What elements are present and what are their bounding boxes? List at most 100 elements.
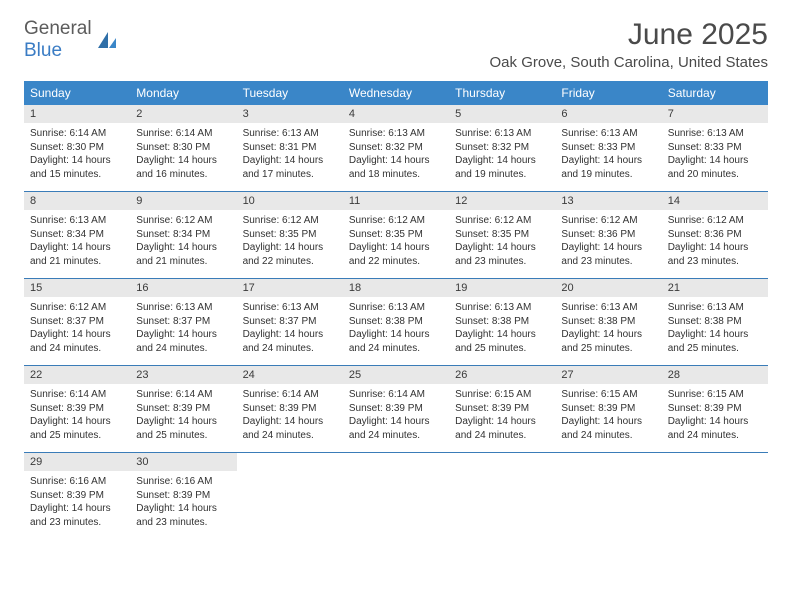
day-body: Sunrise: 6:13 AMSunset: 8:37 PMDaylight:… — [130, 297, 236, 365]
day-number: 18 — [343, 279, 449, 297]
sunset-line: Sunset: 8:39 PM — [668, 402, 762, 416]
calendar: SundayMondayTuesdayWednesdayThursdayFrid… — [24, 81, 768, 539]
day-cell — [555, 453, 661, 539]
sunset-line: Sunset: 8:35 PM — [349, 228, 443, 242]
day-body: Sunrise: 6:13 AMSunset: 8:38 PMDaylight:… — [662, 297, 768, 365]
month-title: June 2025 — [490, 18, 768, 52]
day-cell: 20Sunrise: 6:13 AMSunset: 8:38 PMDayligh… — [555, 279, 661, 365]
sunrise-line: Sunrise: 6:15 AM — [455, 388, 549, 402]
week-row: 29Sunrise: 6:16 AMSunset: 8:39 PMDayligh… — [24, 453, 768, 539]
sunrise-line: Sunrise: 6:14 AM — [30, 388, 124, 402]
day-cell: 18Sunrise: 6:13 AMSunset: 8:38 PMDayligh… — [343, 279, 449, 365]
weekday-header: Thursday — [449, 81, 555, 105]
day-number: 15 — [24, 279, 130, 297]
sunrise-line: Sunrise: 6:12 AM — [561, 214, 655, 228]
daylight-line: Daylight: 14 hours and 24 minutes. — [243, 328, 337, 355]
daylight-line: Daylight: 14 hours and 25 minutes. — [30, 415, 124, 442]
daylight-line: Daylight: 14 hours and 24 minutes. — [30, 328, 124, 355]
day-body: Sunrise: 6:14 AMSunset: 8:39 PMDaylight:… — [343, 384, 449, 452]
daylight-line: Daylight: 14 hours and 22 minutes. — [243, 241, 337, 268]
day-cell: 19Sunrise: 6:13 AMSunset: 8:38 PMDayligh… — [449, 279, 555, 365]
daylight-line: Daylight: 14 hours and 23 minutes. — [455, 241, 549, 268]
daylight-line: Daylight: 14 hours and 24 minutes. — [668, 415, 762, 442]
sunset-line: Sunset: 8:31 PM — [243, 141, 337, 155]
day-body: Sunrise: 6:12 AMSunset: 8:36 PMDaylight:… — [555, 210, 661, 278]
day-number: 20 — [555, 279, 661, 297]
day-body: Sunrise: 6:16 AMSunset: 8:39 PMDaylight:… — [24, 471, 130, 539]
day-body: Sunrise: 6:13 AMSunset: 8:31 PMDaylight:… — [237, 123, 343, 191]
logo-sail-icon — [96, 30, 118, 50]
daylight-line: Daylight: 14 hours and 24 minutes. — [136, 328, 230, 355]
sunrise-line: Sunrise: 6:14 AM — [349, 388, 443, 402]
daylight-line: Daylight: 14 hours and 22 minutes. — [349, 241, 443, 268]
day-cell: 17Sunrise: 6:13 AMSunset: 8:37 PMDayligh… — [237, 279, 343, 365]
week-row: 1Sunrise: 6:14 AMSunset: 8:30 PMDaylight… — [24, 105, 768, 192]
sunrise-line: Sunrise: 6:13 AM — [243, 127, 337, 141]
daylight-line: Daylight: 14 hours and 15 minutes. — [30, 154, 124, 181]
day-cell: 4Sunrise: 6:13 AMSunset: 8:32 PMDaylight… — [343, 105, 449, 191]
day-number: 14 — [662, 192, 768, 210]
day-cell — [662, 453, 768, 539]
sunrise-line: Sunrise: 6:12 AM — [30, 301, 124, 315]
weekday-header: Saturday — [662, 81, 768, 105]
day-cell: 16Sunrise: 6:13 AMSunset: 8:37 PMDayligh… — [130, 279, 236, 365]
day-number: 4 — [343, 105, 449, 123]
day-number: 17 — [237, 279, 343, 297]
sunset-line: Sunset: 8:34 PM — [30, 228, 124, 242]
day-body: Sunrise: 6:14 AMSunset: 8:39 PMDaylight:… — [130, 384, 236, 452]
day-cell: 9Sunrise: 6:12 AMSunset: 8:34 PMDaylight… — [130, 192, 236, 278]
sunset-line: Sunset: 8:39 PM — [30, 489, 124, 503]
day-body: Sunrise: 6:12 AMSunset: 8:37 PMDaylight:… — [24, 297, 130, 365]
sunset-line: Sunset: 8:33 PM — [668, 141, 762, 155]
day-cell: 28Sunrise: 6:15 AMSunset: 8:39 PMDayligh… — [662, 366, 768, 452]
sunset-line: Sunset: 8:39 PM — [349, 402, 443, 416]
day-body: Sunrise: 6:14 AMSunset: 8:30 PMDaylight:… — [24, 123, 130, 191]
day-cell: 24Sunrise: 6:14 AMSunset: 8:39 PMDayligh… — [237, 366, 343, 452]
week-row: 22Sunrise: 6:14 AMSunset: 8:39 PMDayligh… — [24, 366, 768, 453]
day-body: Sunrise: 6:16 AMSunset: 8:39 PMDaylight:… — [130, 471, 236, 539]
day-cell — [237, 453, 343, 539]
logo: General Blue — [24, 18, 118, 62]
day-number: 29 — [24, 453, 130, 471]
sunset-line: Sunset: 8:33 PM — [561, 141, 655, 155]
sunrise-line: Sunrise: 6:13 AM — [668, 301, 762, 315]
daylight-line: Daylight: 14 hours and 19 minutes. — [455, 154, 549, 181]
day-cell: 5Sunrise: 6:13 AMSunset: 8:32 PMDaylight… — [449, 105, 555, 191]
sunrise-line: Sunrise: 6:12 AM — [349, 214, 443, 228]
day-body: Sunrise: 6:12 AMSunset: 8:34 PMDaylight:… — [130, 210, 236, 278]
day-body: Sunrise: 6:14 AMSunset: 8:39 PMDaylight:… — [24, 384, 130, 452]
header: General Blue June 2025 Oak Grove, South … — [24, 18, 768, 71]
day-cell: 30Sunrise: 6:16 AMSunset: 8:39 PMDayligh… — [130, 453, 236, 539]
sunrise-line: Sunrise: 6:15 AM — [668, 388, 762, 402]
logo-word-blue: Blue — [24, 40, 62, 61]
day-number: 21 — [662, 279, 768, 297]
sunset-line: Sunset: 8:39 PM — [136, 489, 230, 503]
daylight-line: Daylight: 14 hours and 24 minutes. — [243, 415, 337, 442]
sunrise-line: Sunrise: 6:16 AM — [30, 475, 124, 489]
day-number: 5 — [449, 105, 555, 123]
day-number: 1 — [24, 105, 130, 123]
sunset-line: Sunset: 8:30 PM — [136, 141, 230, 155]
sunset-line: Sunset: 8:38 PM — [455, 315, 549, 329]
sunset-line: Sunset: 8:35 PM — [455, 228, 549, 242]
day-cell: 15Sunrise: 6:12 AMSunset: 8:37 PMDayligh… — [24, 279, 130, 365]
day-cell: 11Sunrise: 6:12 AMSunset: 8:35 PMDayligh… — [343, 192, 449, 278]
sunset-line: Sunset: 8:38 PM — [561, 315, 655, 329]
day-number: 13 — [555, 192, 661, 210]
day-number: 12 — [449, 192, 555, 210]
day-body: Sunrise: 6:13 AMSunset: 8:33 PMDaylight:… — [555, 123, 661, 191]
sunset-line: Sunset: 8:34 PM — [136, 228, 230, 242]
day-number: 19 — [449, 279, 555, 297]
daylight-line: Daylight: 14 hours and 23 minutes. — [136, 502, 230, 529]
day-number: 8 — [24, 192, 130, 210]
day-cell: 8Sunrise: 6:13 AMSunset: 8:34 PMDaylight… — [24, 192, 130, 278]
sunset-line: Sunset: 8:37 PM — [243, 315, 337, 329]
day-body: Sunrise: 6:12 AMSunset: 8:35 PMDaylight:… — [343, 210, 449, 278]
sunset-line: Sunset: 8:32 PM — [349, 141, 443, 155]
sunrise-line: Sunrise: 6:13 AM — [668, 127, 762, 141]
day-cell: 6Sunrise: 6:13 AMSunset: 8:33 PMDaylight… — [555, 105, 661, 191]
sunset-line: Sunset: 8:36 PM — [561, 228, 655, 242]
sunset-line: Sunset: 8:39 PM — [243, 402, 337, 416]
sunrise-line: Sunrise: 6:13 AM — [30, 214, 124, 228]
day-number: 3 — [237, 105, 343, 123]
